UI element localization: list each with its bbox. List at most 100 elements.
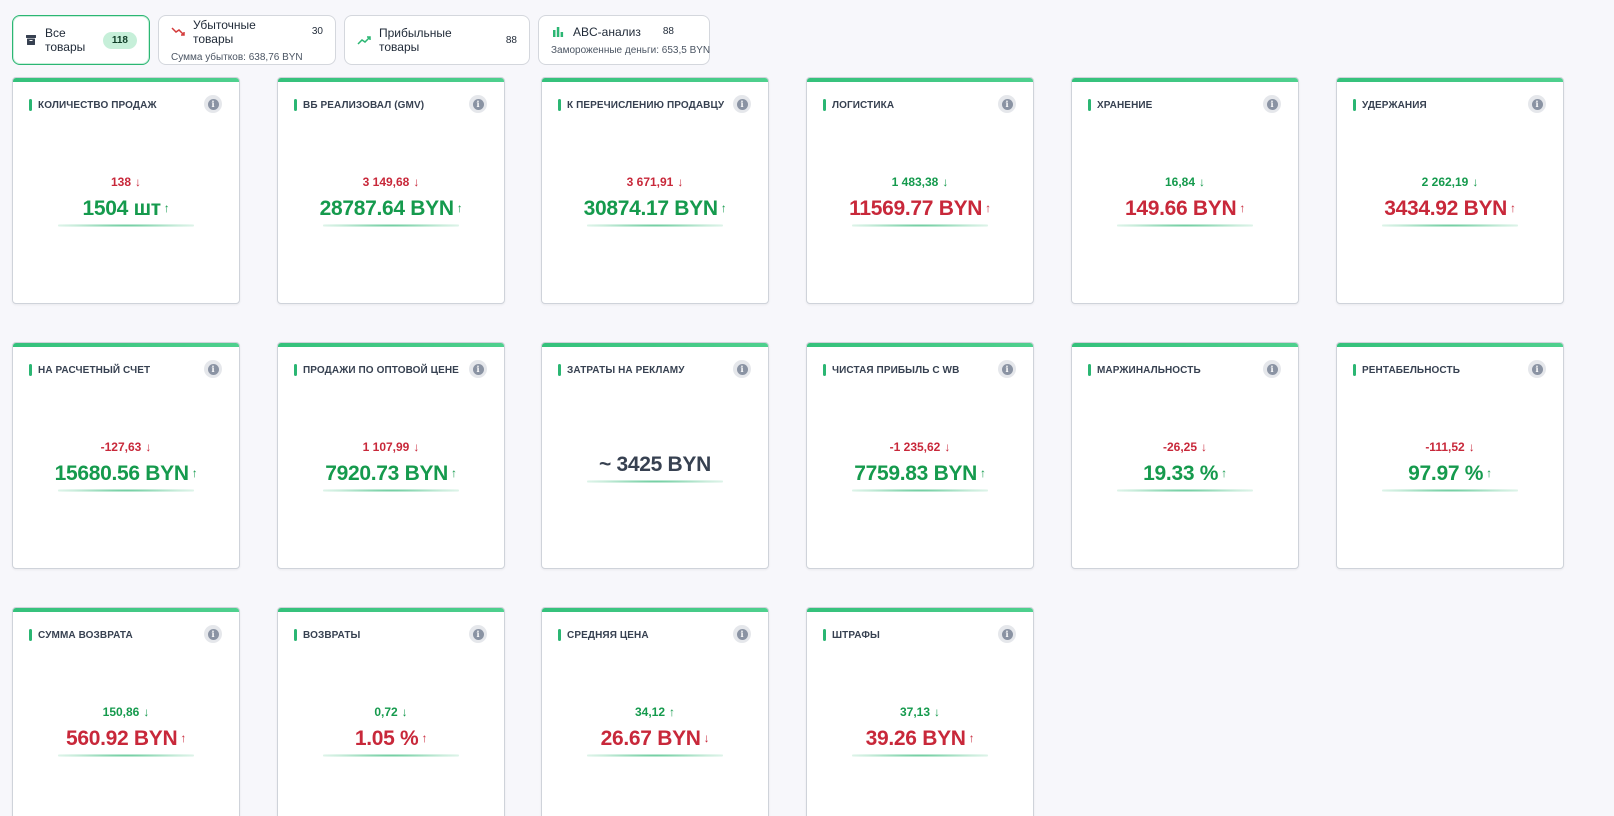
arrow-down-icon: ↓ (934, 705, 941, 719)
tab-label: Убыточные товары (193, 17, 256, 46)
bar-chart-icon (551, 25, 565, 39)
metric-value-text: 97.97 % (1408, 462, 1484, 485)
info-icon[interactable]: i (469, 625, 487, 643)
arrow-up-icon: ↑ (456, 201, 463, 215)
metric-value-text: 26.67 BYN (600, 727, 701, 750)
metric-delta-value: 1 483,38 (891, 175, 939, 189)
metric-value: 97.97 % ↑ (1337, 462, 1563, 486)
metric-value: 1.05 % ↑ (278, 727, 504, 751)
value-underline (852, 754, 988, 757)
metric-value: 7759.83 BYN ↑ (807, 462, 1033, 486)
metric-value-text: 15680.56 BYN (54, 462, 189, 485)
info-icon[interactable]: i (469, 360, 487, 378)
arrow-up-icon: ↑ (191, 466, 198, 480)
arrow-up-icon: ↑ (180, 731, 187, 745)
value-underline (587, 224, 723, 227)
info-glyph: i (472, 98, 484, 110)
metric-title: РЕНТАБЕЛЬНОСТЬ (1353, 364, 1460, 376)
arrow-up-icon: ↑ (451, 466, 457, 480)
title-accent-bar (558, 364, 561, 376)
metric-title-text: К ПЕРЕЧИСЛЕНИЮ ПРОДАВЦУ (567, 99, 725, 111)
metric-delta: -1 235,62 ↓ (807, 440, 1033, 454)
info-glyph: i (736, 363, 748, 375)
info-icon[interactable]: i (998, 95, 1016, 113)
metric-title: ШТРАФЫ (823, 629, 880, 641)
info-icon[interactable]: i (733, 625, 751, 643)
trending-down-icon (171, 25, 185, 39)
info-icon[interactable]: i (204, 360, 222, 378)
metric-value-text: 28787.64 BYN (319, 197, 454, 220)
metric-title: ЧИСТАЯ ПРИБЫЛЬ С WB (823, 364, 959, 376)
value-underline (587, 480, 723, 483)
title-accent-bar (823, 99, 826, 111)
metric-value: 1504 шт ↑ (13, 197, 239, 221)
info-icon[interactable]: i (469, 95, 487, 113)
metric-delta-value: 34,12 (634, 705, 666, 719)
info-glyph: i (1266, 363, 1278, 375)
info-icon[interactable]: i (1263, 360, 1281, 378)
arrow-up-icon: ↑ (980, 466, 986, 480)
info-icon[interactable]: i (998, 625, 1016, 643)
trending-up-icon (357, 33, 371, 47)
metric-value-text: 149.66 BYN (1124, 197, 1237, 220)
metric-value-text: 11569.77 BYN (849, 197, 983, 220)
metric-value-text: 30874.17 BYN (583, 197, 718, 220)
metric-title: СУММА ВОЗВРАТА (29, 629, 133, 641)
metric-delta: 0,72 ↓ (278, 705, 504, 719)
filter-tabs: Все товары 118 Убыточные товары 30 Сумма… (12, 15, 710, 65)
metric-delta: 34,12 ↑ (542, 705, 768, 719)
metric-title-text: ЧИСТАЯ ПРИБЫЛЬ С WB (832, 364, 960, 376)
title-accent-bar (1353, 99, 1356, 111)
info-glyph: i (207, 98, 219, 110)
title-accent-bar (29, 364, 32, 376)
metric-card: ЛОГИСТИКА i 1 483,38 ↓ 11569.77 BYN ↑ (806, 77, 1034, 304)
metric-title-text: НА РАСЧЕТНЫЙ СЧЕТ (38, 364, 151, 376)
metric-title-text: СРЕДНЯЯ ЦЕНА (567, 629, 649, 641)
arrow-up-icon: ↑ (669, 705, 676, 719)
metric-delta: 1 107,99 ↓ (278, 440, 504, 454)
metric-value-text: 1.05 % (354, 727, 419, 750)
metric-card: СУММА ВОЗВРАТА i 150,86 ↓ 560.92 BYN ↑ (12, 607, 240, 816)
title-accent-bar (1088, 99, 1091, 111)
metric-card: КОЛИЧЕСТВО ПРОДАЖ i 138 ↓ 1504 шт ↑ (12, 77, 240, 304)
metric-value-text: 19.33 % (1143, 462, 1219, 485)
info-icon[interactable]: i (733, 95, 751, 113)
title-accent-bar (294, 364, 297, 376)
metric-title-text: ЛОГИСТИКА (832, 99, 895, 111)
metric-delta-value: 1 107,99 (362, 440, 410, 454)
metric-delta-value: 37,13 (899, 705, 931, 719)
tab-unprofitable-products[interactable]: Убыточные товары 30 Сумма убытков: 638,7… (158, 15, 336, 65)
metric-value-text: 7920.73 BYN (325, 462, 449, 485)
metric-title-text: ВОЗВРАТЫ (303, 629, 361, 641)
info-glyph: i (207, 363, 219, 375)
info-icon[interactable]: i (204, 625, 222, 643)
tab-profitable-products[interactable]: Прибыльные товары 88 (344, 15, 530, 65)
tab-all-products[interactable]: Все товары 118 (12, 15, 150, 65)
metric-delta: 3 149,68 ↓ (278, 175, 504, 189)
info-icon[interactable]: i (998, 360, 1016, 378)
arrow-down-icon: ↓ (703, 731, 710, 745)
metric-delta-value: -26,25 (1162, 440, 1198, 454)
metric-card: ВБ РЕАЛИЗОВАЛ (GMV) i 3 149,68 ↓ 28787.64 BY… (277, 77, 505, 304)
metric-value: 7920.73 BYN ↑ (278, 462, 504, 486)
metric-title-text: ВБ РЕАЛИЗОВАЛ (GMV) (303, 99, 425, 111)
metric-value: 39.26 BYN ↑ (807, 727, 1033, 751)
tab-label: Прибыльные товары (379, 26, 452, 54)
metric-value-text: 3434.92 BYN (1384, 197, 1508, 220)
info-icon[interactable]: i (1528, 360, 1546, 378)
arrow-down-icon: ↓ (143, 705, 150, 719)
arrow-down-icon: ↓ (413, 440, 420, 454)
metric-delta-value: -127,63 (100, 440, 142, 454)
info-icon[interactable]: i (204, 95, 222, 113)
info-icon[interactable]: i (733, 360, 751, 378)
metric-title-text: ХРАНЕНИЕ (1097, 99, 1153, 111)
title-accent-bar (558, 629, 561, 641)
metric-card: К ПЕРЕЧИСЛЕНИЮ ПРОДАВЦУ i 3 671,91 ↓ 30874.1… (541, 77, 769, 304)
metric-value: 30874.17 BYN ↑ (542, 197, 768, 221)
info-icon[interactable]: i (1528, 95, 1546, 113)
metric-delta: -26,25 ↓ (1072, 440, 1298, 454)
info-glyph: i (1001, 98, 1013, 110)
tab-abc-analysis[interactable]: ABC-анализ 88 Замороженные деньги: 653,5… (538, 15, 710, 65)
info-icon[interactable]: i (1263, 95, 1281, 113)
metric-value-text: 560.92 BYN (65, 727, 178, 750)
